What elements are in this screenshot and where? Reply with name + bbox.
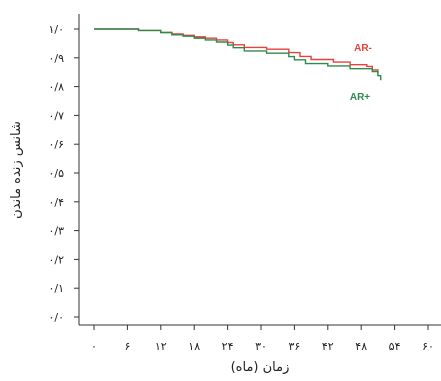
legend-label-ar-positive: AR+: [350, 92, 370, 103]
series-group: [94, 28, 382, 81]
y-tick-label: ۰/۱: [48, 282, 64, 295]
y-axis-title: شانس زنده ماندن: [9, 121, 24, 219]
x-tick-label: ۱۲: [155, 340, 167, 353]
x-ticks: ۰ ۶ ۱۲ ۱۸ ۲۴ ۳۰ ۳۶ ۴۲ ۴۸ ۵۴ ۶۰: [91, 325, 434, 353]
series-line-ar-positive: [94, 28, 382, 81]
x-tick-label: ۴۲: [322, 340, 334, 353]
y-tick-label: ۰/۹: [48, 52, 64, 65]
x-tick-label: ۳۰: [255, 340, 267, 353]
y-tick-label: ۰/۳: [48, 225, 64, 238]
y-ticks: ۰/۰ ۰/۱ ۰/۲ ۰/۳ ۰/۴ ۰/۵ ۰/۶ ۰/۷ ۰/۸ ۰/۹ ۱/۰: [48, 23, 79, 324]
y-tick-label: ۰/۵: [48, 167, 64, 180]
x-tick-label: ۲۴: [222, 340, 234, 353]
x-tick-label: ۴۸: [355, 340, 367, 353]
y-tick-label: ۰/۶: [48, 138, 64, 151]
y-tick-label: ۰/۲: [48, 253, 64, 266]
x-tick-label: ۳۶: [288, 340, 300, 353]
x-tick-label: ۶۰: [422, 340, 434, 353]
x-tick-label: ۶: [124, 340, 130, 353]
y-tick-label: ۱/۰: [48, 23, 64, 36]
x-tick-label: ۱۸: [188, 340, 200, 353]
y-tick-label: ۰/۰: [48, 311, 64, 324]
legend-label-ar-negative: AR-: [354, 43, 372, 54]
axes: [78, 14, 441, 326]
x-tick-label: ۰: [91, 340, 97, 353]
x-axis-title: زمان (ماه): [231, 360, 290, 375]
x-tick-label: ۵۴: [389, 340, 401, 353]
legend: AR- AR+: [350, 43, 372, 103]
series-line-ar-negative: [94, 28, 379, 74]
y-tick-label: ۰/۴: [48, 196, 64, 209]
y-tick-label: ۰/۷: [48, 109, 64, 122]
y-tick-label: ۰/۸: [48, 81, 64, 94]
